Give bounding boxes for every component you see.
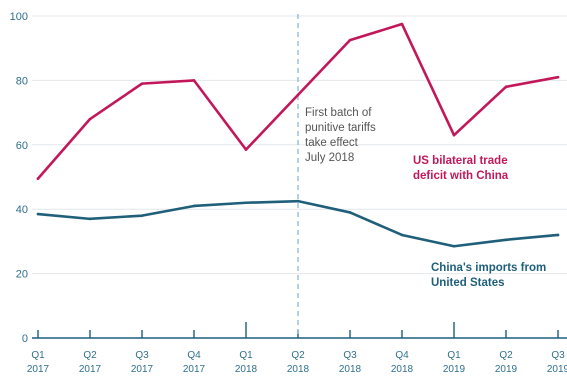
annotation-line-4: July 2018 [305, 152, 354, 164]
y-tick-label-0: 0 [22, 333, 28, 345]
tariff-annotation: First batch of punitive tariffs take eff… [297, 14, 376, 338]
deficit-series-label-line-2: deficit with China [413, 170, 509, 182]
annotation-line-3: take effect [305, 137, 359, 149]
x-tick-quarter-1: Q2 [83, 350, 97, 361]
annotation-line-2: punitive tariffs [305, 122, 376, 134]
x-tick-quarter-4: Q1 [239, 350, 253, 361]
x-tick-year-0: 2017 [27, 364, 50, 375]
series-0-point-6 [348, 38, 352, 42]
y-tick-label-20: 20 [16, 269, 28, 281]
series-0-point-10 [556, 75, 560, 79]
axes: 0 20 40 60 80 100 Q1 2017 Q2 2017 Q3 2017 Q4 2017 Q1 20… [10, 11, 567, 375]
y-tick-label-80: 80 [16, 75, 28, 87]
series-1-point-10 [556, 233, 560, 237]
series-0-point-9 [504, 85, 508, 89]
x-tick-year-8: 2019 [443, 364, 466, 375]
series-1-point-1 [88, 217, 92, 221]
series-1-point-3 [192, 204, 196, 208]
series-1-point-5 [296, 199, 300, 203]
x-tick-quarter-6: Q3 [343, 350, 357, 361]
x-tick-quarter-10: Q3 [551, 350, 565, 361]
grid-lines [32, 15, 567, 339]
x-tick-quarter-9: Q2 [499, 350, 513, 361]
series-0-point-5 [296, 93, 300, 97]
series-1-point-8 [452, 244, 456, 248]
x-tick-year-7: 2018 [391, 364, 414, 375]
y-tick-label-60: 60 [16, 140, 28, 152]
x-tick-quarter-8: Q1 [447, 350, 461, 361]
x-tick-quarter-0: Q1 [31, 350, 45, 361]
x-tick-year-5: 2018 [287, 364, 310, 375]
series-0-point-3 [192, 79, 196, 82]
series-1-point-2 [140, 214, 144, 217]
series-1-point-0 [36, 212, 40, 216]
series [36, 22, 560, 248]
x-tick-year-9: 2019 [495, 364, 518, 375]
x-tick-year-10: 2019 [547, 364, 567, 375]
x-tick-quarter-2: Q3 [135, 350, 149, 361]
series-1-point-7 [400, 233, 404, 237]
series-0-point-8 [452, 133, 456, 137]
x-tick-year-2: 2017 [131, 364, 154, 375]
series-1-point-9 [504, 238, 508, 242]
imports-series-label-line-2: United States [431, 277, 505, 289]
series-labels: US bilateral trade deficit with China Ch… [413, 155, 546, 289]
series-0-point-0 [36, 177, 40, 180]
x-tick-quarter-5: Q2 [291, 350, 305, 361]
series-0-point-4 [244, 148, 248, 151]
x-tick-year-1: 2017 [79, 364, 102, 375]
y-tick-label-100: 100 [10, 11, 28, 23]
x-tick-year-3: 2017 [183, 364, 206, 375]
series-1-point-4 [244, 201, 248, 205]
x-tick-year-4: 2018 [235, 364, 258, 375]
series-0-point-1 [88, 117, 92, 121]
imports-series-label-line-1: China's imports from [431, 262, 546, 274]
y-tick-label-40: 40 [16, 204, 28, 216]
series-0-point-7 [400, 22, 404, 26]
deficit-series-label-line-1: US bilateral trade [413, 155, 508, 167]
x-tick-quarter-7: Q4 [395, 350, 409, 361]
series-0-point-2 [140, 82, 144, 85]
series-1-point-6 [348, 211, 352, 214]
x-tick-quarter-3: Q4 [187, 350, 201, 361]
annotation-line-1: First batch of [305, 107, 372, 119]
x-tick-year-6: 2018 [339, 364, 362, 375]
